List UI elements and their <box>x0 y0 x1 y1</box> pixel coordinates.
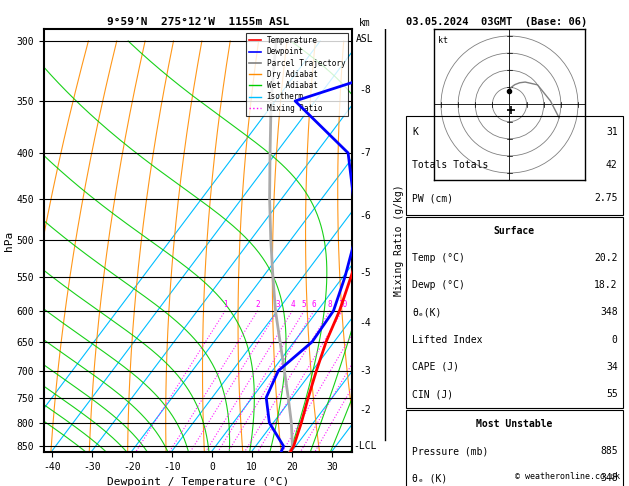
Text: 3: 3 <box>276 300 280 309</box>
Text: PW (cm): PW (cm) <box>412 193 453 203</box>
Text: 18.2: 18.2 <box>594 280 618 290</box>
Text: 03.05.2024  03GMT  (Base: 06): 03.05.2024 03GMT (Base: 06) <box>406 17 587 27</box>
Text: 0: 0 <box>612 335 618 345</box>
Text: ASL: ASL <box>356 35 374 45</box>
Text: 31: 31 <box>606 127 618 137</box>
Text: Totals Totals: Totals Totals <box>412 160 488 170</box>
Text: Pressure (mb): Pressure (mb) <box>412 446 488 456</box>
Text: 4: 4 <box>290 300 295 309</box>
Text: 6: 6 <box>311 300 316 309</box>
Text: -2: -2 <box>359 405 370 416</box>
Text: -LCL: -LCL <box>353 441 377 451</box>
Text: 348: 348 <box>600 308 618 317</box>
Legend: Temperature, Dewpoint, Parcel Trajectory, Dry Adiabat, Wet Adiabat, Isotherm, Mi: Temperature, Dewpoint, Parcel Trajectory… <box>246 33 348 116</box>
Text: -7: -7 <box>359 148 370 158</box>
Text: -3: -3 <box>359 365 370 376</box>
Text: 5: 5 <box>302 300 306 309</box>
Text: Dewp (°C): Dewp (°C) <box>412 280 465 290</box>
Text: 2: 2 <box>255 300 260 309</box>
Text: 10: 10 <box>338 300 347 309</box>
Text: θₑ (K): θₑ (K) <box>412 473 447 483</box>
Text: © weatheronline.co.uk: © weatheronline.co.uk <box>515 472 620 481</box>
Text: 1: 1 <box>223 300 228 309</box>
Text: CIN (J): CIN (J) <box>412 389 453 399</box>
Text: CAPE (J): CAPE (J) <box>412 362 459 372</box>
Text: Temp (°C): Temp (°C) <box>412 253 465 263</box>
Text: 25: 25 <box>355 363 365 372</box>
Text: -8: -8 <box>359 85 370 95</box>
Text: km: km <box>359 18 370 28</box>
X-axis label: Dewpoint / Temperature (°C): Dewpoint / Temperature (°C) <box>107 477 289 486</box>
Text: 20.2: 20.2 <box>594 253 618 263</box>
Y-axis label: hPa: hPa <box>4 230 14 251</box>
Text: -4: -4 <box>359 318 370 329</box>
Text: Most Unstable: Most Unstable <box>476 419 552 429</box>
Text: -5: -5 <box>359 268 370 278</box>
Text: Surface: Surface <box>494 226 535 236</box>
Text: -6: -6 <box>359 211 370 221</box>
Text: 2.75: 2.75 <box>594 193 618 203</box>
Text: 885: 885 <box>600 446 618 456</box>
Text: Lifted Index: Lifted Index <box>412 335 482 345</box>
Text: 15: 15 <box>355 311 364 320</box>
Text: Mixing Ratio (g/kg): Mixing Ratio (g/kg) <box>394 185 404 296</box>
Text: kt: kt <box>438 36 448 45</box>
Text: 348: 348 <box>600 473 618 483</box>
Text: 42: 42 <box>606 160 618 170</box>
Text: K: K <box>412 127 418 137</box>
Text: 55: 55 <box>606 389 618 399</box>
Text: 20: 20 <box>355 339 364 348</box>
Text: 34: 34 <box>606 362 618 372</box>
Text: 8: 8 <box>328 300 332 309</box>
Text: θₑ(K): θₑ(K) <box>412 308 442 317</box>
Title: 9°59’N  275°12’W  1155m ASL: 9°59’N 275°12’W 1155m ASL <box>107 17 289 27</box>
